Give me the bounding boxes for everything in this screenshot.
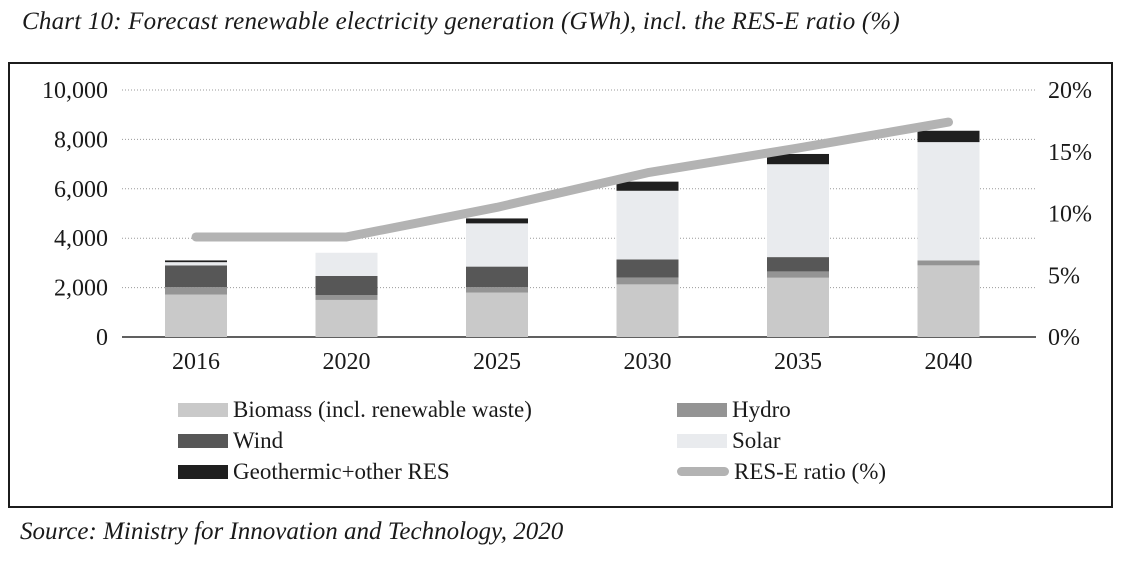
biomass-swatch-icon — [178, 402, 228, 417]
left-axis-tick: 6,000 — [54, 177, 108, 203]
legend-item-biomass: Biomass (incl. renewable waste) — [178, 398, 677, 421]
bar-segment — [315, 275, 378, 296]
wind-swatch-icon — [178, 433, 228, 448]
x-axis-tick: 2016 — [172, 349, 220, 375]
bar-segment — [165, 294, 227, 337]
bar-segment — [165, 265, 227, 288]
legend-label-geothermic: Geothermic+other RES — [233, 459, 450, 484]
legend-label-res-e-ratio: RES-E ratio (%) — [734, 459, 887, 484]
bar-segment — [917, 142, 980, 261]
bar-segment — [466, 266, 528, 288]
bar-segment — [917, 265, 980, 337]
hydro-swatch-icon — [677, 402, 727, 417]
bar-segment — [466, 287, 528, 293]
right-axis-labels: 20% 15% 10% 5% 0% — [1048, 78, 1092, 351]
left-axis-labels: 10,000 8,000 6,000 4,000 2,000 0 — [42, 78, 108, 351]
geothermic-swatch-icon — [178, 464, 228, 479]
res-e-ratio-line-swatch-icon — [677, 467, 729, 476]
bar-segment — [165, 262, 227, 266]
bar-2040 — [917, 130, 980, 337]
bar-segment — [917, 130, 980, 143]
bar-segment — [315, 295, 378, 300]
right-axis-tick: 15% — [1048, 140, 1092, 166]
x-axis-labels: 2016 2020 2025 2030 2035 2040 — [172, 349, 973, 375]
x-axis-tick: 2030 — [624, 349, 672, 375]
bar-2030 — [616, 181, 679, 337]
bar-segment — [616, 284, 679, 337]
bar-segment — [616, 190, 679, 260]
bar-segment — [616, 277, 679, 285]
legend-label-biomass: Biomass (incl. renewable waste) — [233, 397, 532, 422]
solar-swatch-icon — [677, 433, 727, 448]
left-axis-tick: 0 — [96, 325, 108, 351]
left-axis-tick: 8,000 — [54, 127, 108, 153]
bar-segment — [315, 299, 378, 337]
bar-2035 — [767, 153, 829, 337]
chart-title: Chart 10: Forecast renewable electricity… — [22, 8, 900, 35]
x-axis-tick: 2025 — [473, 349, 521, 375]
legend-item-solar: Solar — [677, 429, 886, 452]
chart-frame — [8, 62, 1113, 508]
left-axis-tick: 2,000 — [54, 276, 108, 302]
legend-label-wind: Wind — [233, 428, 284, 453]
bar-segment — [767, 164, 829, 258]
legend-item-wind: Wind — [178, 429, 677, 452]
bar-segment — [315, 252, 378, 276]
chart-legend: Biomass (incl. renewable waste) Hydro Wi… — [178, 398, 886, 483]
right-axis-tick: 5% — [1048, 263, 1080, 289]
legend-label-hydro: Hydro — [732, 397, 791, 422]
bar-segment — [165, 287, 227, 295]
left-axis-tick: 4,000 — [54, 226, 108, 252]
bar-segment — [767, 257, 829, 272]
legend-label-solar: Solar — [732, 428, 781, 453]
bar-segment — [466, 218, 528, 224]
bar-segment — [767, 153, 829, 165]
right-axis-tick: 10% — [1048, 202, 1092, 228]
stacked-bars — [165, 130, 980, 337]
res-e-ratio-line — [191, 117, 953, 242]
legend-item-res-e-ratio: RES-E ratio (%) — [677, 460, 886, 483]
x-axis-tick: 2035 — [774, 349, 822, 375]
x-axis-tick: 2040 — [925, 349, 973, 375]
source-note: Source: Ministry for Innovation and Tech… — [20, 518, 564, 545]
bar-segment — [165, 260, 227, 263]
bar-segment — [917, 260, 980, 266]
bar-2016 — [165, 260, 227, 337]
legend-item-hydro: Hydro — [677, 398, 886, 421]
right-axis-tick: 20% — [1048, 78, 1092, 104]
bar-2020 — [315, 252, 378, 337]
bar-segment — [616, 181, 679, 191]
left-axis-tick: 10,000 — [42, 78, 108, 104]
x-axis-tick: 2020 — [323, 349, 371, 375]
bar-2025 — [466, 218, 528, 337]
bar-segment — [466, 292, 528, 337]
right-axis-tick: 0% — [1048, 325, 1080, 351]
legend-item-geothermic: Geothermic+other RES — [178, 460, 677, 483]
bar-segment — [616, 259, 679, 278]
bar-segment — [767, 277, 829, 337]
bar-segment — [466, 223, 528, 267]
bar-segment — [767, 271, 829, 278]
